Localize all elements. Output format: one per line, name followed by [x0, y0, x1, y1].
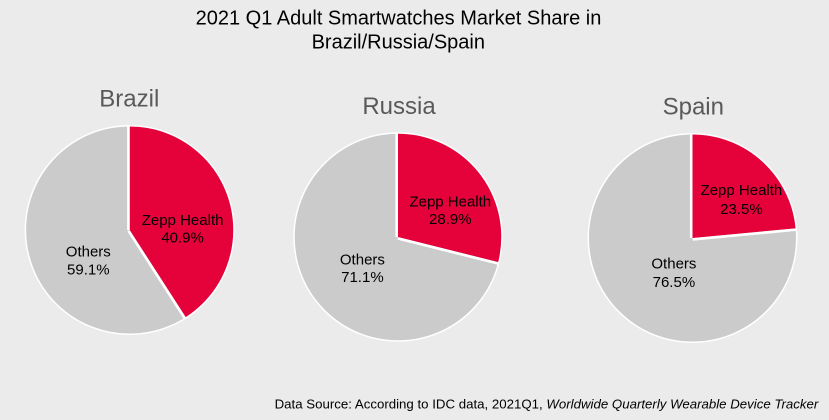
svg-text:76.5%: 76.5% — [653, 274, 696, 291]
svg-text:Others: Others — [651, 256, 696, 273]
svg-text:Zepp Health: Zepp Health — [409, 193, 491, 210]
svg-text:Russia: Russia — [362, 93, 436, 120]
svg-text:23.5%: 23.5% — [720, 201, 763, 218]
svg-text:2021 Q1 Adult Smartwatches Mar: 2021 Q1 Adult Smartwatches Market Share … — [196, 8, 602, 30]
svg-text:Spain: Spain — [663, 93, 724, 120]
svg-text:28.9%: 28.9% — [429, 211, 472, 228]
svg-text:Zepp Health: Zepp Health — [142, 212, 224, 229]
svg-text:Others: Others — [66, 243, 111, 260]
svg-text:Data Source: According to IDC: Data Source: According to IDC data, 2021… — [275, 397, 819, 412]
svg-text:Brazil: Brazil — [99, 86, 159, 113]
svg-text:Others: Others — [340, 252, 385, 269]
svg-text:71.1%: 71.1% — [341, 269, 384, 286]
svg-text:40.9%: 40.9% — [161, 230, 204, 247]
svg-text:Brazil/Russia/Spain: Brazil/Russia/Spain — [312, 31, 485, 53]
svg-text:59.1%: 59.1% — [67, 262, 110, 279]
svg-text:Zepp Health: Zepp Health — [701, 182, 783, 199]
